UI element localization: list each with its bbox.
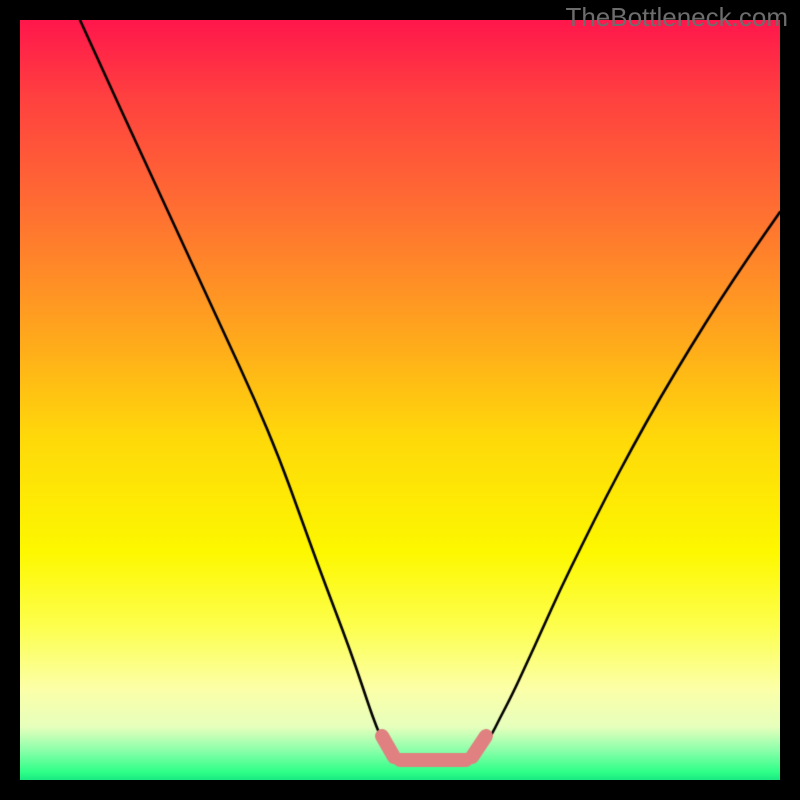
watermark-text: TheBottleneck.com: [565, 2, 788, 33]
chart-stage: TheBottleneck.com: [0, 0, 800, 800]
curves-overlay: [0, 0, 800, 800]
